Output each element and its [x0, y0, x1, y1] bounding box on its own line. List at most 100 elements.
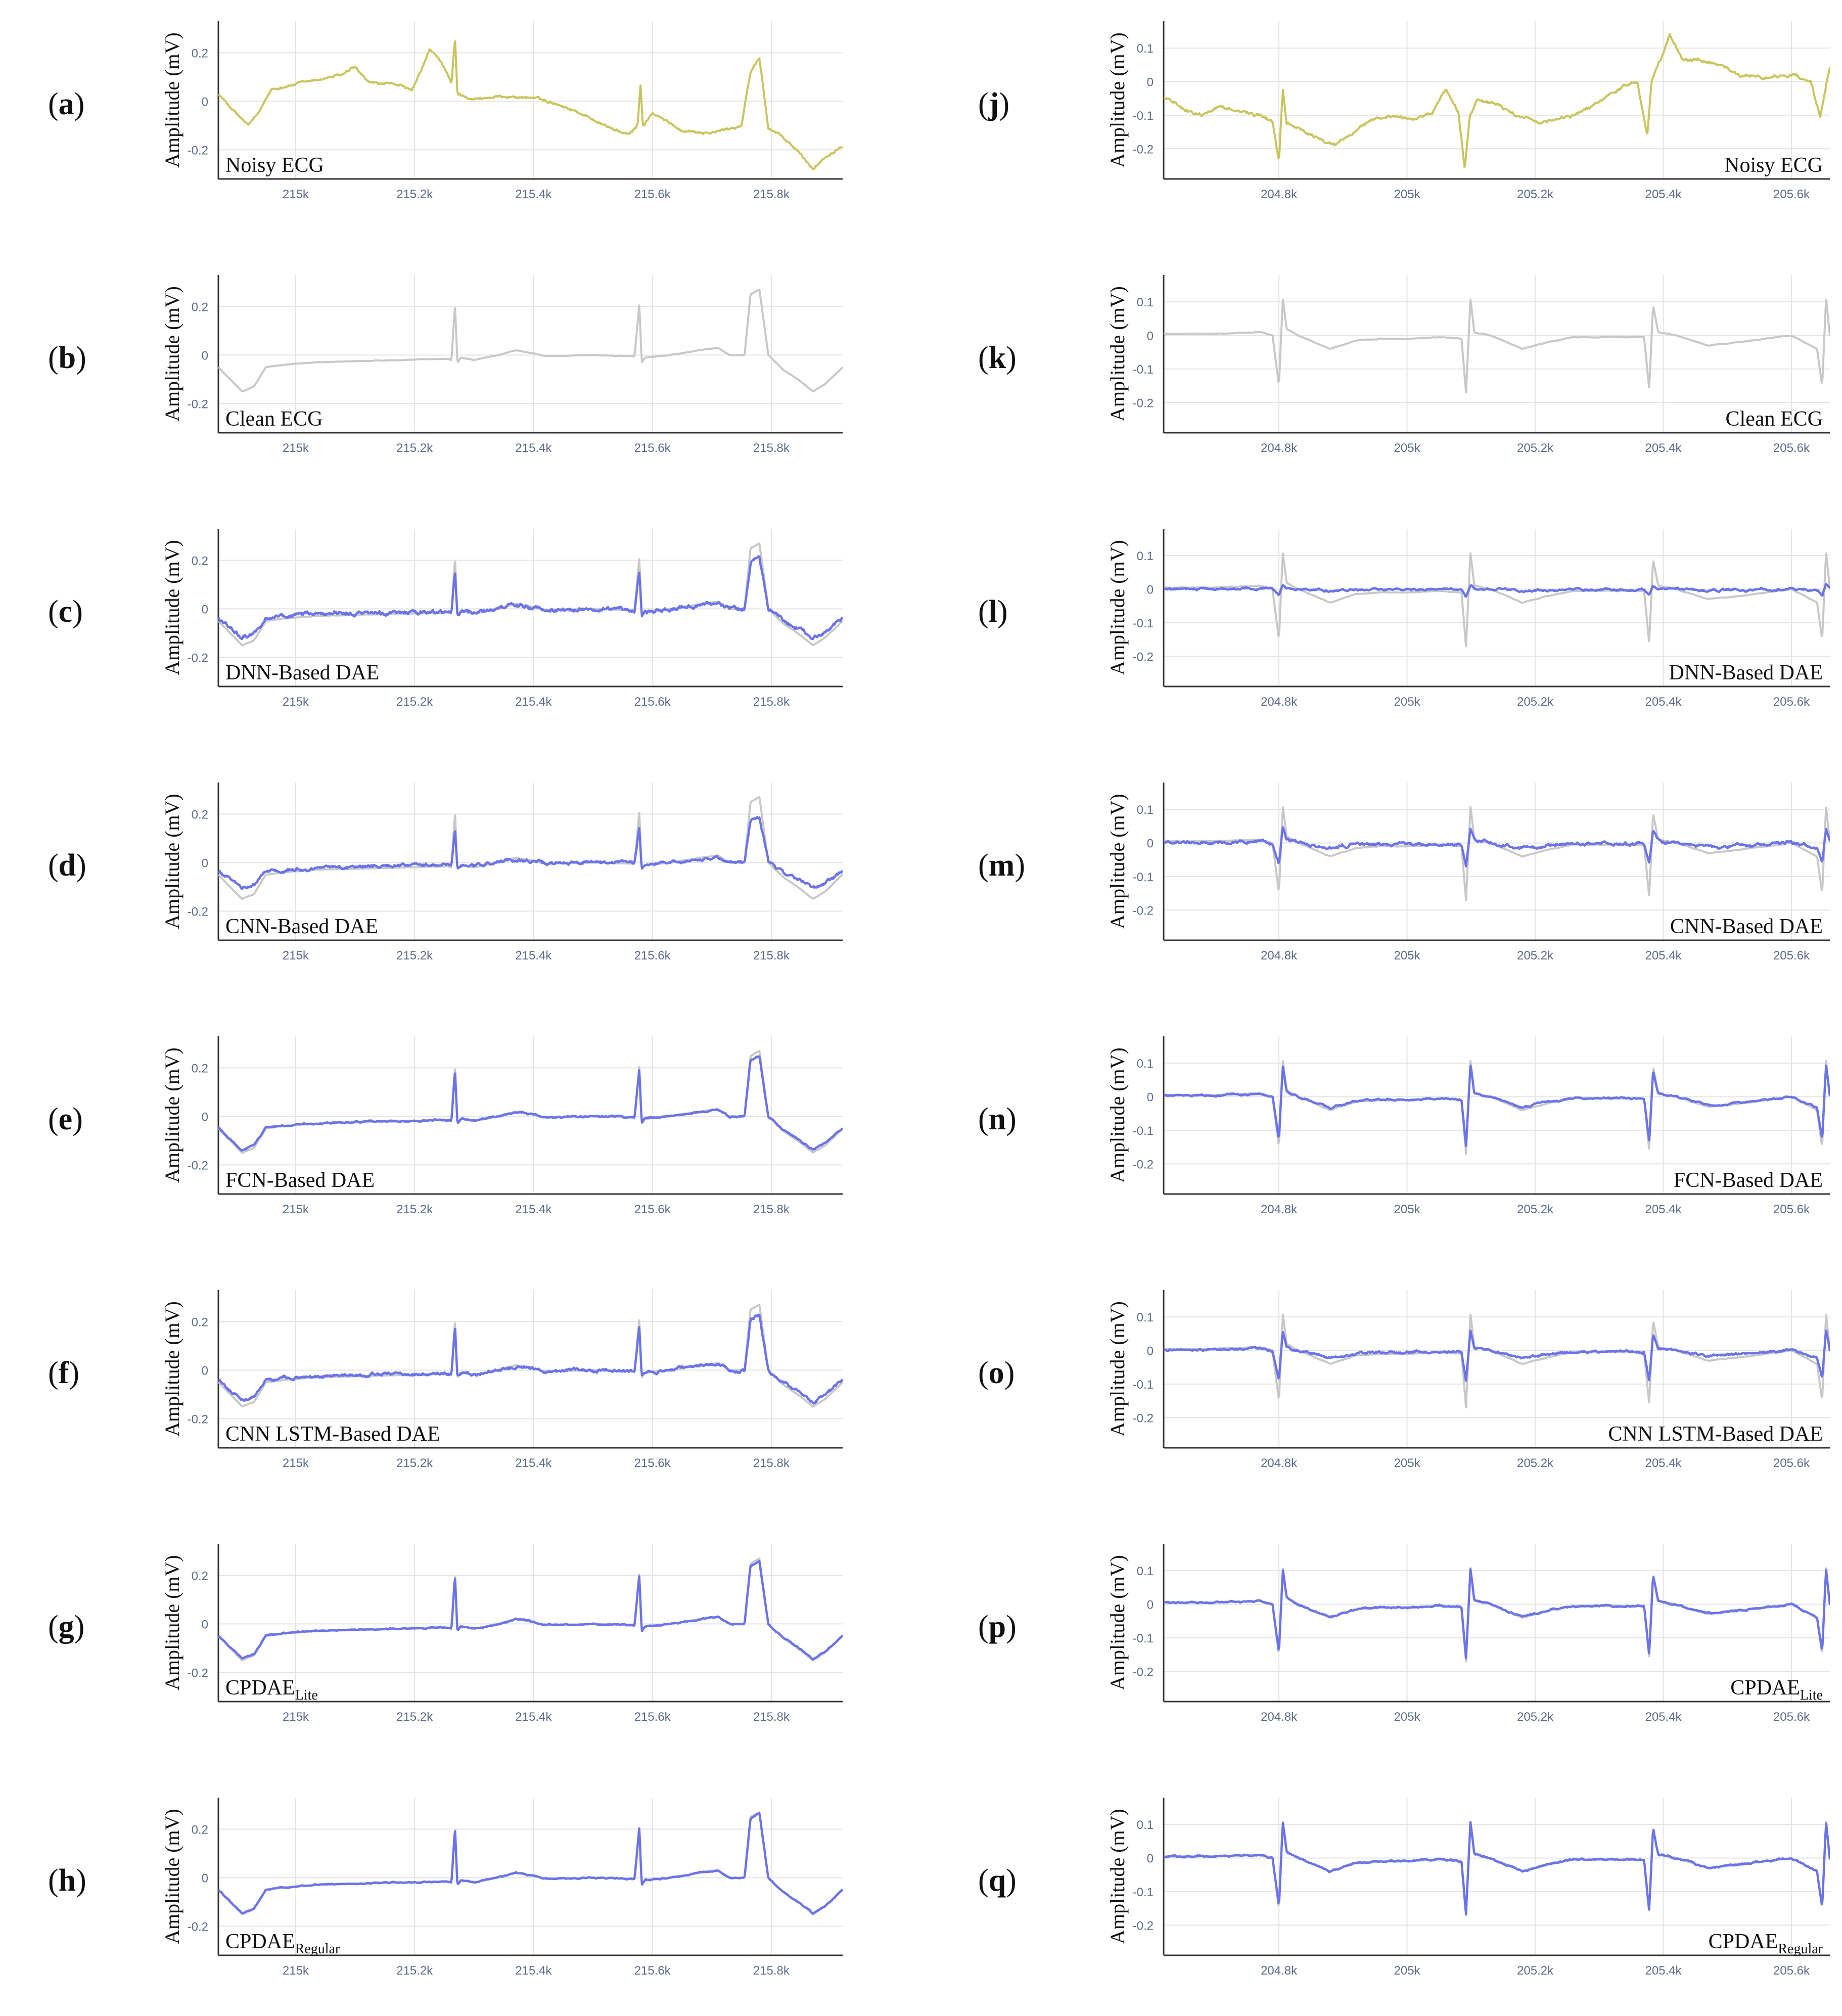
- x-tick-label: 205.2k: [1517, 188, 1554, 201]
- x-tick-label: 215k: [283, 441, 309, 455]
- panel-letter-n: n: [989, 1102, 1006, 1136]
- x-tick-label: 215.8k: [753, 949, 790, 963]
- y-tick-label: -0.2: [188, 144, 208, 157]
- panel-c: (c) -0.2 0 0.2 215k 215.2k 215.4k 215.6k 215.8k A…: [48, 529, 843, 709]
- noisy-ecg-line: [218, 40, 843, 170]
- y-tick-label: -0.1: [1133, 1124, 1154, 1138]
- x-tick-label: 215.2k: [396, 1964, 433, 1978]
- panel-label-a: (a): [48, 87, 84, 121]
- y-tick-label: -0.2: [1133, 1919, 1154, 1933]
- x-tick-label: 205.4k: [1645, 1203, 1682, 1216]
- y-axis-label: Amplitude (mV): [1106, 1047, 1129, 1183]
- x-tick-label: 205k: [1394, 1456, 1421, 1470]
- x-tick-label: 205.2k: [1517, 1964, 1554, 1978]
- denoised-ecg-line: [1164, 1330, 1830, 1382]
- panel-label-p: (p): [978, 1610, 1017, 1644]
- y-axis-label: Amplitude (mV): [161, 1047, 183, 1183]
- clean-ecg-line: [1164, 1060, 1830, 1155]
- y-tick-label: 0.1: [1137, 1057, 1154, 1071]
- plot-area: [218, 1049, 843, 1154]
- denoised-ecg-line: [1164, 1065, 1830, 1147]
- x-tick-label: 215k: [283, 1964, 309, 1978]
- panel-letter-l: l: [989, 594, 997, 629]
- y-tick-label: -0.2: [1133, 904, 1154, 918]
- panel-letter-e: e: [59, 1102, 73, 1136]
- x-tick-label: 215k: [283, 188, 309, 201]
- clean-ecg-line: [1164, 552, 1830, 648]
- x-tick-label: 205.6k: [1773, 1456, 1810, 1470]
- panel-label-m: (m): [978, 848, 1025, 883]
- x-tick-label: 205.2k: [1517, 441, 1554, 455]
- y-tick-label: -0.2: [1133, 1411, 1154, 1425]
- x-tick-label: 205.6k: [1773, 441, 1810, 455]
- plot-title: DNN-Based DAE: [1669, 661, 1823, 684]
- y-tick-label: 0.1: [1137, 42, 1154, 56]
- plot-area: [218, 1557, 843, 1662]
- y-tick-label: 0: [1147, 75, 1154, 89]
- plot-area: [218, 796, 843, 900]
- denoised-ecg-line: [218, 815, 843, 890]
- y-tick-label: -0.2: [1133, 396, 1154, 410]
- y-tick-label: 0: [1147, 1598, 1154, 1612]
- panel-p: (p) -0.2 -0.1 0 0.1 204.8k 205k 205.2k 205.4k 205…: [978, 1544, 1830, 1724]
- panel-letter-q: q: [989, 1863, 1006, 1898]
- x-tick-label: 215.4k: [515, 1964, 552, 1978]
- y-tick-label: 0: [202, 349, 208, 362]
- x-tick-label: 215.2k: [396, 1203, 433, 1216]
- panel-label-l: (l): [978, 594, 1008, 629]
- y-tick-label: 0: [202, 856, 208, 870]
- y-tick-label: 0: [202, 603, 208, 616]
- denoised-ecg-line: [218, 1560, 843, 1661]
- y-tick-label: 0: [202, 1871, 208, 1885]
- x-tick-label: 205.4k: [1645, 188, 1682, 201]
- plot-area: [218, 542, 843, 647]
- panel-b: (b) -0.2 0 0.2 215k 215.2k 215.4k 215.6k 215.8k A…: [48, 275, 843, 455]
- x-tick-label: 205k: [1394, 188, 1421, 201]
- plot-title: CPDAERegular: [1709, 1930, 1823, 1957]
- plot-title: CPDAERegular: [225, 1930, 340, 1957]
- y-axis-label: Amplitude (mV): [1106, 32, 1129, 168]
- y-tick-label: 0.2: [192, 808, 208, 821]
- x-tick-label: 215.2k: [396, 188, 433, 201]
- panel-label-n: (n): [978, 1102, 1017, 1136]
- x-tick-label: 215.4k: [515, 1203, 552, 1216]
- panel-letter-d: d: [59, 848, 76, 883]
- x-tick-label: 215k: [283, 1710, 309, 1724]
- panel-g: (g) -0.2 0 0.2 215k 215.2k 215.4k 215.6k 215.8k A…: [48, 1544, 843, 1724]
- x-tick-label: 215.2k: [396, 441, 433, 455]
- plot-area: [1164, 552, 1830, 648]
- y-axis-label: Amplitude (mV): [1106, 1555, 1129, 1690]
- clean-ecg-line: [1164, 298, 1830, 393]
- y-tick-label: 0.2: [192, 1569, 208, 1583]
- clean-ecg-line: [218, 289, 843, 393]
- y-tick-label: 0.1: [1137, 803, 1154, 817]
- panel-j: (j) -0.2 -0.1 0 0.1 204.8k 205k 205.2k 205.4k 205…: [978, 21, 1830, 201]
- plot-title: CPDAELite: [1730, 1676, 1823, 1703]
- plot-area: [218, 1811, 843, 1915]
- y-tick-label: 0: [202, 1364, 208, 1378]
- panel-n: (n) -0.2 -0.1 0 0.1 204.8k 205k 205.2k 205.4k 205…: [978, 1036, 1830, 1216]
- denoised-ecg-line: [1164, 582, 1830, 598]
- y-tick-label: 0.1: [1137, 1311, 1154, 1324]
- clean-ecg-line: [1164, 1821, 1830, 1916]
- x-tick-label: 215.8k: [753, 188, 790, 201]
- clean-ecg-line: [1164, 1313, 1830, 1409]
- y-tick-label: -0.1: [1133, 1886, 1154, 1899]
- y-tick-label: -0.2: [188, 1666, 208, 1680]
- plot-title: Clean ECG: [1726, 407, 1823, 431]
- x-tick-label: 205k: [1394, 1964, 1421, 1978]
- plot-area: [1164, 1567, 1830, 1663]
- panel-label-k: (k): [978, 341, 1017, 375]
- panel-h: (h) -0.2 0 0.2 215k 215.2k 215.4k 215.6k 215.8k A…: [48, 1798, 843, 1978]
- y-tick-label: 0.2: [192, 554, 208, 568]
- panel-a: (a) -0.2 0 0.2 215k 215.2k 215.4k 215.6k 215.8k A…: [48, 21, 843, 201]
- plot-title: Noisy ECG: [1724, 154, 1823, 177]
- plot-title: FCN-Based DAE: [1674, 1169, 1823, 1192]
- y-tick-label: 0.1: [1137, 296, 1154, 309]
- x-tick-label: 204.8k: [1261, 1203, 1298, 1216]
- y-axis-label: Amplitude (mV): [161, 794, 183, 929]
- y-tick-label: -0.1: [1133, 109, 1154, 123]
- x-tick-label: 215.2k: [396, 1456, 433, 1470]
- y-axis-label: Amplitude (mV): [1106, 794, 1129, 929]
